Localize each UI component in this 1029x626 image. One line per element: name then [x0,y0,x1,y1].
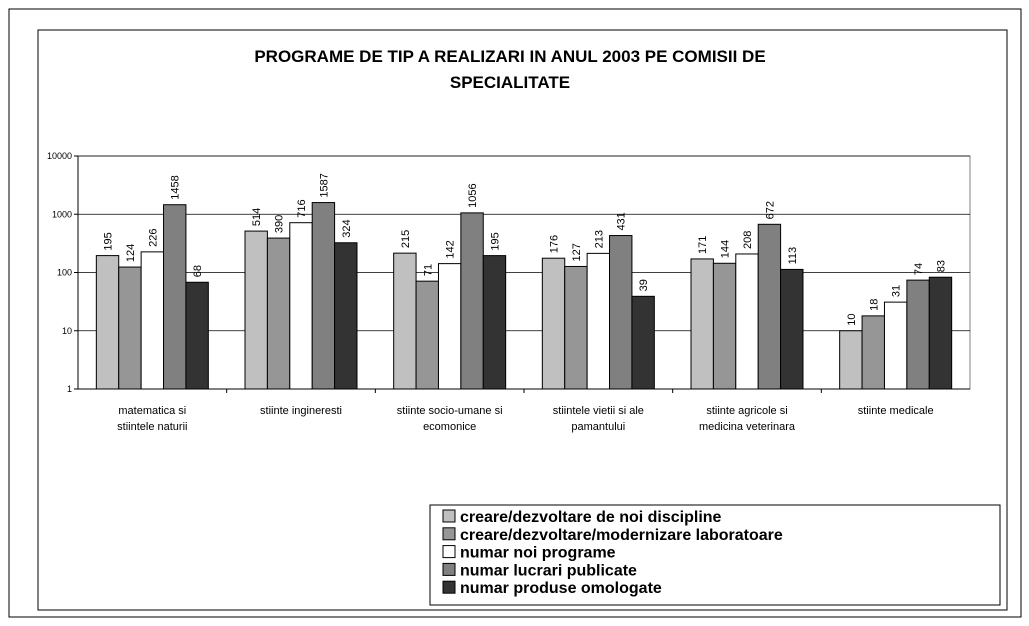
data-label: 213 [593,230,605,248]
legend-swatch [442,509,456,523]
x-tick-label: medicina veterinara [699,421,796,433]
data-label: 324 [341,219,353,237]
data-label: 83 [935,260,947,272]
bar [334,242,358,390]
data-label: 672 [764,201,776,219]
data-label: 142 [445,240,457,258]
x-tick-label: stiinte socio-umane si [397,405,503,417]
data-label: 514 [251,208,263,226]
bar [586,252,611,390]
bar [311,202,336,390]
data-label: 176 [549,235,561,253]
bar [690,258,714,390]
x-tick-label: stiinte agricole si [706,405,787,417]
data-label: 390 [274,215,286,233]
data-label: 1587 [318,173,330,197]
legend-swatch [442,580,456,594]
bar [735,253,759,390]
bar [839,330,863,390]
x-tick-label: pamantului [571,421,625,433]
legend-label: creare/dezvoltare/modernizare laboratoar… [460,527,783,544]
data-label: 31 [891,285,903,297]
bar [631,295,655,390]
legend-swatch [442,527,456,541]
data-label: 195 [489,232,501,250]
data-label: 18 [868,299,880,311]
y-tick-label: 1 [67,384,72,394]
data-label: 74 [913,263,925,275]
bar [140,251,165,390]
bar [118,266,142,390]
y-tick-label: 100 [57,268,72,278]
bar [541,257,566,390]
bar [482,255,507,390]
y-tick-label: 1000 [52,209,72,219]
data-label: 208 [742,231,754,249]
x-tick-label: stiintele vietii si ale [553,405,644,417]
legend-swatch [442,545,456,559]
bar [757,223,782,390]
x-tick-label: stiinte ingineresti [260,405,342,417]
bar [163,204,187,390]
bar [780,268,804,390]
chart-title: PROGRAME DE TIP A REALIZARI IN ANUL 2003… [254,47,765,66]
data-label: 71 [422,264,434,276]
data-label: 68 [192,265,204,277]
y-tick-label: 10000 [47,151,72,161]
bar [906,279,930,390]
bar [928,276,953,390]
data-label: 716 [296,199,308,217]
data-label: 124 [125,244,137,262]
bar [564,265,588,390]
legend-label: creare/dezvoltare de noi discipline [460,509,722,526]
data-label: 171 [697,236,709,254]
bar [415,280,439,390]
data-label: 113 [787,247,799,265]
data-label: 10 [846,314,858,326]
bar [437,263,462,390]
legend-swatch [442,562,456,576]
legend-label: numar lucrari publicate [460,562,637,579]
data-label: 195 [103,232,115,250]
x-tick-label: matematica si [118,405,186,417]
bar [266,237,291,390]
x-tick-label: stiintele naturii [117,421,187,433]
bar [95,255,120,390]
legend-frame [429,504,1001,606]
x-tick-label: ecomonice [423,421,476,433]
chart-title: SPECIALITATE [450,73,570,92]
bar [393,252,417,390]
bar [861,315,885,390]
data-label: 39 [638,279,650,291]
bar [289,222,313,390]
data-label: 127 [571,243,583,261]
bar [244,230,268,390]
legend-label: numar noi programe [460,545,616,562]
x-tick-label: stiinte medicale [858,405,934,417]
bar [712,262,737,390]
data-label: 215 [400,230,412,248]
data-label: 1056 [467,183,479,207]
data-label: 1458 [170,175,182,199]
y-tick-label: 10 [62,326,72,336]
legend-label: numar produse omologate [460,580,662,597]
data-label: 431 [616,212,628,230]
bar [883,301,908,390]
data-label: 226 [147,229,159,247]
bar [609,235,633,390]
bar [460,212,484,390]
data-label: 144 [720,240,732,258]
bar [185,281,209,390]
